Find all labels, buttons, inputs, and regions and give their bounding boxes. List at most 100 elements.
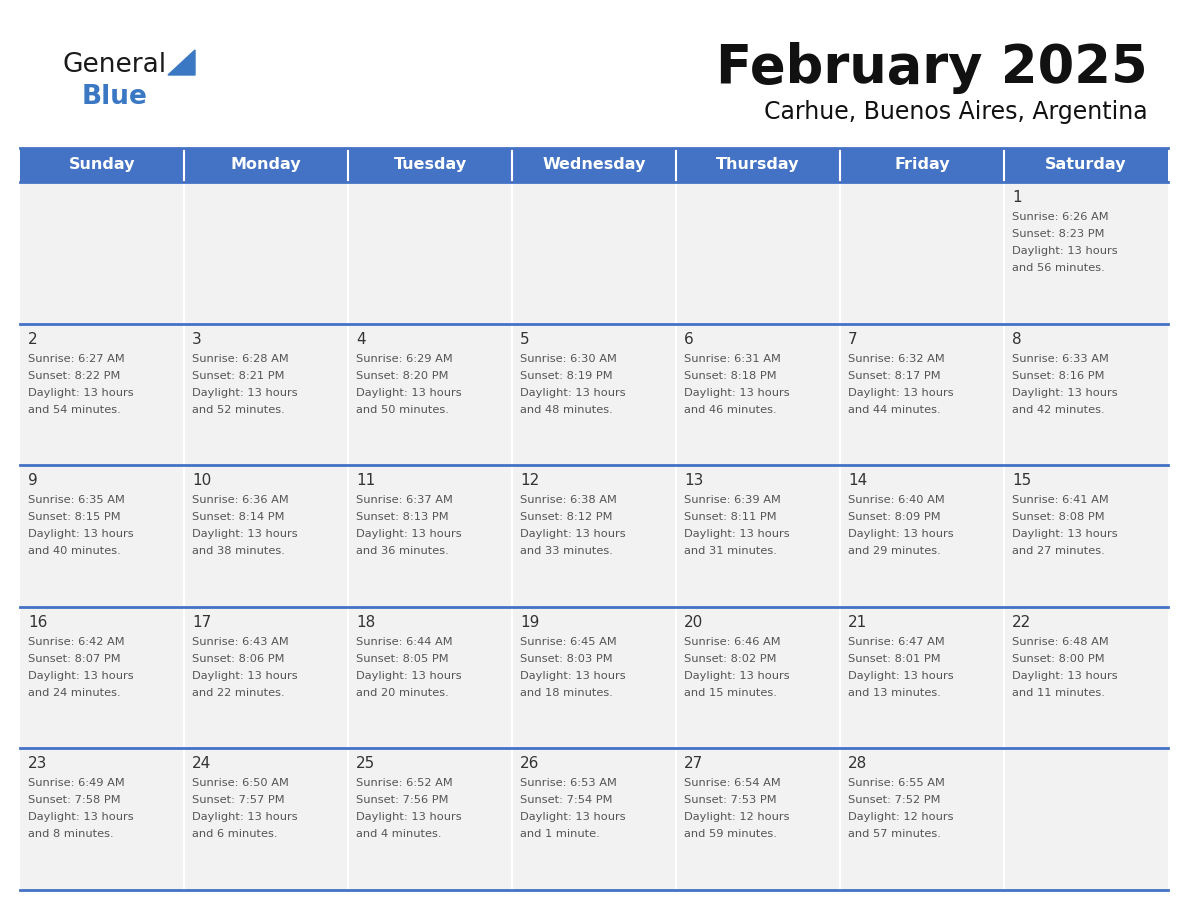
Text: and 33 minutes.: and 33 minutes. — [520, 546, 613, 556]
Text: Daylight: 13 hours: Daylight: 13 hours — [29, 812, 133, 823]
Text: Sunset: 8:20 PM: Sunset: 8:20 PM — [356, 371, 449, 381]
Text: and 50 minutes.: and 50 minutes. — [356, 405, 449, 415]
Polygon shape — [168, 50, 195, 75]
Text: Sunset: 8:01 PM: Sunset: 8:01 PM — [848, 654, 941, 664]
Text: 28: 28 — [848, 756, 867, 771]
Text: Sunset: 8:03 PM: Sunset: 8:03 PM — [520, 654, 613, 664]
Text: 10: 10 — [192, 473, 211, 488]
Bar — [184, 148, 348, 182]
Bar — [20, 465, 1168, 607]
Text: Sunrise: 6:53 AM: Sunrise: 6:53 AM — [520, 778, 617, 789]
Text: Thursday: Thursday — [716, 158, 800, 173]
Text: Daylight: 13 hours: Daylight: 13 hours — [356, 529, 462, 539]
Text: Sunrise: 6:32 AM: Sunrise: 6:32 AM — [848, 353, 944, 364]
Text: Sunset: 8:19 PM: Sunset: 8:19 PM — [520, 371, 613, 381]
Text: Sunrise: 6:31 AM: Sunrise: 6:31 AM — [684, 353, 781, 364]
Text: 8: 8 — [1012, 331, 1022, 347]
Text: and 4 minutes.: and 4 minutes. — [356, 829, 442, 839]
Text: Sunset: 7:57 PM: Sunset: 7:57 PM — [192, 795, 285, 805]
Text: Sunrise: 6:38 AM: Sunrise: 6:38 AM — [520, 495, 617, 505]
Text: Sunset: 8:12 PM: Sunset: 8:12 PM — [520, 512, 613, 522]
Text: Sunset: 8:05 PM: Sunset: 8:05 PM — [356, 654, 449, 664]
Text: 25: 25 — [356, 756, 375, 771]
Text: Sunrise: 6:41 AM: Sunrise: 6:41 AM — [1012, 495, 1108, 505]
Text: and 20 minutes.: and 20 minutes. — [356, 688, 449, 698]
Text: Sunrise: 6:37 AM: Sunrise: 6:37 AM — [356, 495, 453, 505]
Text: Daylight: 13 hours: Daylight: 13 hours — [684, 671, 790, 681]
Text: and 46 minutes.: and 46 minutes. — [684, 405, 777, 415]
Text: 15: 15 — [1012, 473, 1031, 488]
Text: 11: 11 — [356, 473, 375, 488]
Text: Daylight: 13 hours: Daylight: 13 hours — [192, 387, 298, 397]
Text: 21: 21 — [848, 615, 867, 630]
Text: Daylight: 13 hours: Daylight: 13 hours — [192, 812, 298, 823]
Text: and 56 minutes.: and 56 minutes. — [1012, 263, 1105, 273]
Text: Sunrise: 6:43 AM: Sunrise: 6:43 AM — [192, 637, 289, 647]
Text: Daylight: 13 hours: Daylight: 13 hours — [848, 387, 954, 397]
Bar — [348, 148, 512, 182]
Bar — [20, 148, 184, 182]
Text: General: General — [62, 52, 166, 78]
Text: and 24 minutes.: and 24 minutes. — [29, 688, 121, 698]
Text: and 22 minutes.: and 22 minutes. — [192, 688, 285, 698]
Text: Daylight: 13 hours: Daylight: 13 hours — [29, 529, 133, 539]
Text: and 27 minutes.: and 27 minutes. — [1012, 546, 1105, 556]
Text: 20: 20 — [684, 615, 703, 630]
Text: 2: 2 — [29, 331, 38, 347]
Bar — [512, 148, 676, 182]
Text: and 8 minutes.: and 8 minutes. — [29, 829, 114, 839]
Text: 13: 13 — [684, 473, 703, 488]
Text: and 11 minutes.: and 11 minutes. — [1012, 688, 1105, 698]
Text: Sunrise: 6:45 AM: Sunrise: 6:45 AM — [520, 637, 617, 647]
Text: Daylight: 13 hours: Daylight: 13 hours — [520, 812, 626, 823]
Text: Sunset: 7:53 PM: Sunset: 7:53 PM — [684, 795, 777, 805]
Text: 3: 3 — [192, 331, 202, 347]
Text: and 18 minutes.: and 18 minutes. — [520, 688, 613, 698]
Text: Sunrise: 6:36 AM: Sunrise: 6:36 AM — [192, 495, 289, 505]
Text: Sunset: 7:52 PM: Sunset: 7:52 PM — [848, 795, 941, 805]
Text: 22: 22 — [1012, 615, 1031, 630]
Text: Daylight: 13 hours: Daylight: 13 hours — [356, 812, 462, 823]
Text: Sunrise: 6:26 AM: Sunrise: 6:26 AM — [1012, 212, 1108, 222]
Bar — [1004, 148, 1168, 182]
Text: Daylight: 13 hours: Daylight: 13 hours — [520, 671, 626, 681]
Bar — [676, 148, 840, 182]
Text: Sunset: 8:23 PM: Sunset: 8:23 PM — [1012, 229, 1105, 239]
Text: and 54 minutes.: and 54 minutes. — [29, 405, 121, 415]
Text: 26: 26 — [520, 756, 539, 771]
Text: Sunrise: 6:49 AM: Sunrise: 6:49 AM — [29, 778, 125, 789]
Text: 17: 17 — [192, 615, 211, 630]
Bar — [20, 607, 1168, 748]
Text: and 38 minutes.: and 38 minutes. — [192, 546, 285, 556]
Text: Sunrise: 6:28 AM: Sunrise: 6:28 AM — [192, 353, 289, 364]
Text: and 1 minute.: and 1 minute. — [520, 829, 600, 839]
Text: Sunset: 8:15 PM: Sunset: 8:15 PM — [29, 512, 121, 522]
Bar — [20, 748, 1168, 890]
Text: Daylight: 13 hours: Daylight: 13 hours — [848, 529, 954, 539]
Text: and 31 minutes.: and 31 minutes. — [684, 546, 777, 556]
Text: Sunset: 8:08 PM: Sunset: 8:08 PM — [1012, 512, 1105, 522]
Text: 24: 24 — [192, 756, 211, 771]
Text: Sunset: 7:58 PM: Sunset: 7:58 PM — [29, 795, 121, 805]
Text: Sunrise: 6:29 AM: Sunrise: 6:29 AM — [356, 353, 453, 364]
Text: Sunset: 7:54 PM: Sunset: 7:54 PM — [520, 795, 613, 805]
Text: Daylight: 13 hours: Daylight: 13 hours — [520, 387, 626, 397]
Text: 12: 12 — [520, 473, 539, 488]
Text: Sunrise: 6:47 AM: Sunrise: 6:47 AM — [848, 637, 944, 647]
Text: Sunrise: 6:39 AM: Sunrise: 6:39 AM — [684, 495, 781, 505]
Text: 7: 7 — [848, 331, 858, 347]
Text: and 6 minutes.: and 6 minutes. — [192, 829, 278, 839]
Text: Daylight: 12 hours: Daylight: 12 hours — [684, 812, 790, 823]
Text: Sunset: 8:16 PM: Sunset: 8:16 PM — [1012, 371, 1105, 381]
Text: Sunrise: 6:54 AM: Sunrise: 6:54 AM — [684, 778, 781, 789]
Text: Daylight: 13 hours: Daylight: 13 hours — [1012, 529, 1118, 539]
Text: Daylight: 13 hours: Daylight: 13 hours — [684, 387, 790, 397]
Text: Daylight: 12 hours: Daylight: 12 hours — [848, 812, 954, 823]
Text: Sunset: 8:18 PM: Sunset: 8:18 PM — [684, 371, 777, 381]
Text: Daylight: 13 hours: Daylight: 13 hours — [1012, 387, 1118, 397]
Bar — [840, 148, 1004, 182]
Text: 5: 5 — [520, 331, 530, 347]
Text: Blue: Blue — [82, 84, 147, 110]
Text: and 29 minutes.: and 29 minutes. — [848, 546, 941, 556]
Text: and 15 minutes.: and 15 minutes. — [684, 688, 777, 698]
